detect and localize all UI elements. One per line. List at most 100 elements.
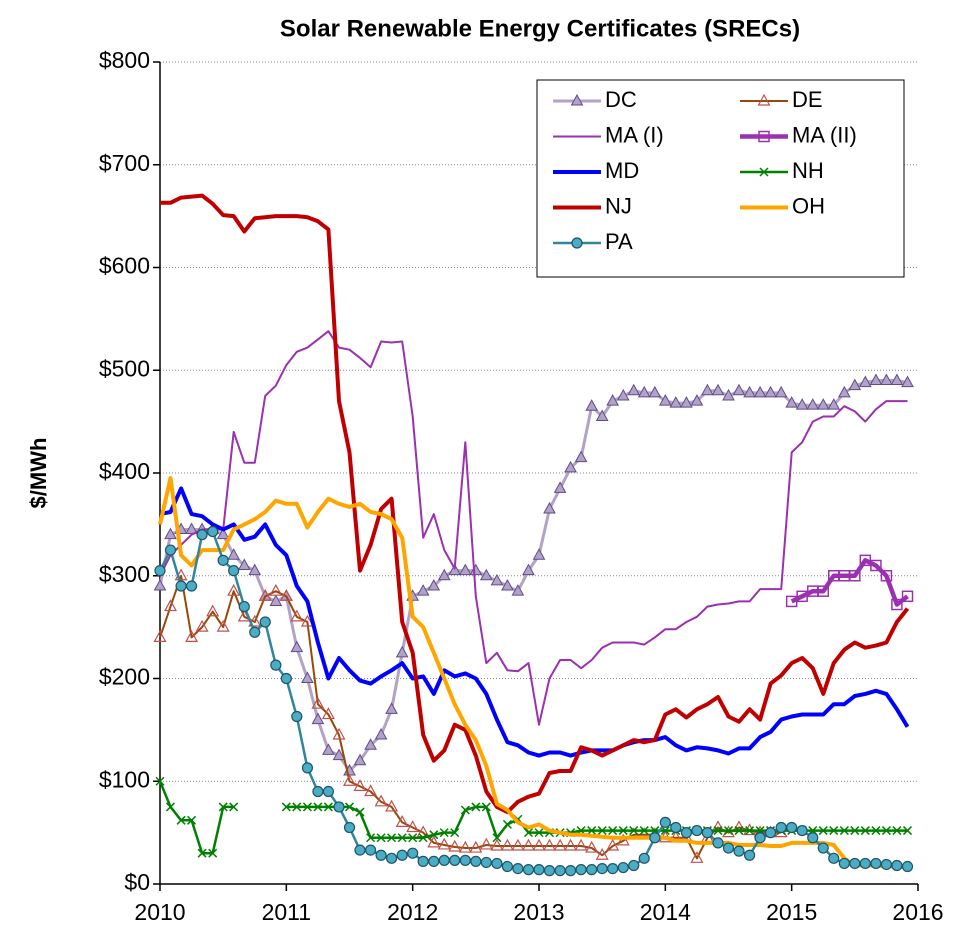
point-marker [521, 838, 536, 851]
point-marker [759, 167, 769, 177]
point-marker [332, 748, 346, 761]
x-tick-label: 2010 [134, 899, 185, 925]
point-marker [595, 409, 609, 421]
point-marker [153, 578, 167, 591]
point-marker [258, 589, 272, 601]
point-marker [416, 584, 430, 596]
point-marker [407, 847, 419, 859]
point-marker [753, 385, 767, 398]
point-marker [502, 819, 512, 829]
point-marker [616, 833, 630, 846]
point-marker [301, 762, 314, 774]
point-marker [437, 568, 451, 581]
point-marker [355, 807, 365, 817]
point-marker [902, 826, 913, 836]
point-marker [501, 860, 514, 873]
point-marker [292, 802, 302, 812]
point-marker [680, 827, 693, 839]
point-marker [395, 815, 409, 827]
point-marker [185, 630, 199, 643]
point-marker [153, 630, 167, 643]
point-marker [606, 394, 619, 406]
point-marker [553, 838, 567, 851]
x-tick-label: 2012 [387, 899, 438, 925]
point-marker [227, 548, 240, 560]
point-marker [195, 619, 209, 632]
legend-label: DC [605, 87, 637, 112]
point-marker [858, 375, 872, 388]
point-marker [448, 563, 462, 576]
point-marker [829, 826, 839, 836]
point-marker [690, 851, 704, 863]
point-marker [458, 840, 472, 853]
point-marker [196, 529, 208, 541]
point-marker [354, 844, 366, 856]
point-marker [500, 838, 514, 851]
point-marker [511, 838, 525, 851]
point-marker [564, 865, 577, 877]
point-marker [849, 857, 861, 870]
y-tick-label: $400 [99, 458, 150, 484]
legend-label: DE [792, 87, 823, 112]
legend-label: OH [792, 193, 825, 218]
point-marker [745, 826, 755, 836]
point-marker [248, 563, 262, 576]
point-marker [448, 839, 462, 852]
point-marker [734, 826, 744, 836]
series-line [158, 530, 908, 872]
point-marker [796, 824, 808, 837]
point-marker [754, 832, 766, 844]
point-marker [638, 852, 650, 864]
series-line [159, 486, 910, 758]
point-marker [817, 585, 829, 597]
series-line [158, 379, 908, 773]
point-marker [479, 837, 493, 850]
point-marker [891, 598, 903, 611]
point-marker [564, 838, 578, 851]
point-marker [321, 707, 335, 720]
point-marker [302, 802, 312, 812]
point-marker [690, 394, 704, 406]
point-marker [774, 385, 788, 398]
point-marker [722, 842, 735, 854]
point-marker [249, 626, 261, 638]
point-marker [216, 527, 230, 540]
point-marker [437, 837, 451, 850]
point-marker [428, 855, 440, 867]
y-tick-label: $600 [99, 253, 150, 279]
point-marker [775, 821, 787, 834]
point-marker [333, 801, 345, 813]
point-marker [838, 385, 851, 398]
point-marker [450, 828, 460, 838]
point-marker [701, 383, 714, 396]
point-marker [237, 558, 251, 570]
point-marker [587, 826, 597, 836]
point-marker [312, 785, 324, 798]
point-marker [395, 645, 409, 658]
point-marker [164, 544, 177, 556]
point-marker [639, 826, 649, 836]
point-marker [901, 375, 914, 388]
point-marker [649, 832, 661, 844]
point-marker [890, 373, 904, 386]
point-marker [733, 845, 745, 857]
point-marker [216, 619, 230, 632]
point-marker [839, 826, 849, 836]
legend-label: PA [605, 229, 633, 254]
point-marker [786, 821, 798, 834]
y-tick-label: $100 [99, 766, 150, 792]
point-marker [723, 826, 734, 836]
point-marker [323, 802, 333, 812]
x-tick-label: 2014 [640, 899, 691, 925]
point-marker [606, 838, 620, 851]
point-marker [628, 859, 640, 872]
point-marker [479, 568, 493, 581]
point-marker [523, 828, 534, 838]
point-marker [659, 816, 671, 828]
point-marker [300, 614, 314, 627]
point-marker [732, 383, 746, 396]
point-marker [533, 864, 545, 876]
legend-label: NJ [605, 193, 632, 218]
point-marker [332, 727, 346, 740]
